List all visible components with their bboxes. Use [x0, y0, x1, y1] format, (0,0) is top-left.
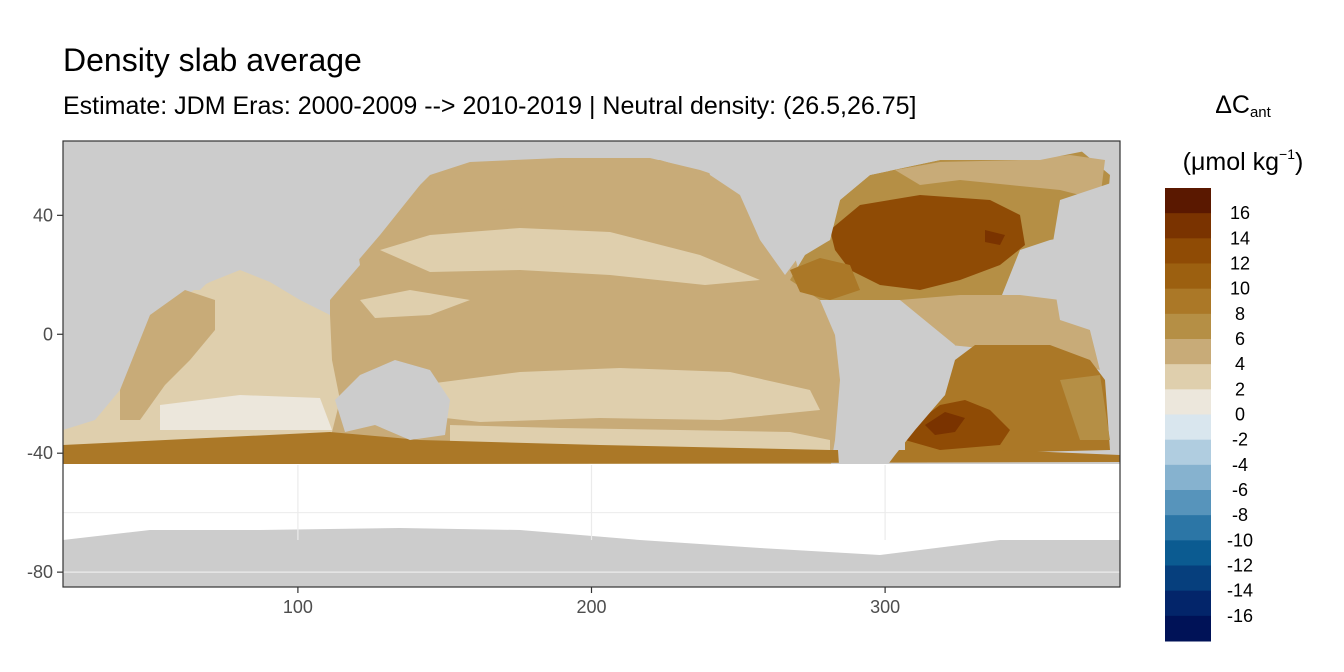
colorbar-label: -14	[1227, 581, 1253, 601]
y-tick-label: -40	[27, 443, 53, 463]
colorbar-label: -10	[1227, 530, 1253, 550]
australia	[335, 360, 450, 440]
south-atlantic-gyre-core	[925, 412, 965, 435]
legend-unit-sup: −1	[1279, 146, 1295, 162]
north-pacific-pale-2	[360, 290, 470, 318]
colorbar-swatch	[1165, 238, 1211, 264]
colorbar-swatch	[1165, 288, 1211, 315]
colorbar-label: 2	[1235, 379, 1245, 399]
colorbar-label: 10	[1230, 279, 1250, 299]
x-tick-label: 300	[870, 597, 900, 617]
colorbar-swatch	[1165, 188, 1211, 214]
north-pacific-pale	[380, 228, 760, 285]
colorbar-swatch	[1165, 590, 1211, 617]
colorbar-label: -16	[1227, 606, 1253, 626]
colorbar-label: -12	[1227, 556, 1253, 576]
europe	[1050, 180, 1120, 380]
colorbar-swatch	[1165, 464, 1211, 491]
north-america	[700, 141, 1100, 275]
colorbar-label: 16	[1230, 203, 1250, 223]
colorbar: 16 14 12 10 8 6 4 2 0 -2 -4 -6 -8 -10 -12 -14 -16	[1165, 188, 1253, 642]
colorbar-swatch	[1165, 213, 1211, 239]
colorbar-swatch	[1165, 414, 1211, 441]
legend-title-unit: (μmol kg−1)	[1158, 134, 1328, 182]
colorbar-swatch	[1165, 540, 1211, 566]
colorbar-swatch	[1165, 389, 1211, 415]
south-atlantic-east	[1060, 375, 1110, 440]
south-pacific-pale	[420, 368, 820, 422]
colorbar-label: -2	[1232, 430, 1248, 450]
colorbar-swatch	[1165, 515, 1211, 541]
africa	[63, 141, 150, 380]
colorbar-swatch	[1165, 364, 1211, 390]
legend-title: ΔCant (μmol kg−1)	[1158, 88, 1328, 182]
north-atlantic-gyre-core	[985, 230, 1005, 245]
north-atlantic-gyre	[830, 195, 1025, 290]
plot-subtitle: Estimate: JDM Eras: 2000-2009 --> 2010-2…	[63, 92, 917, 120]
y-tick-label: 0	[43, 324, 53, 344]
legend-unit-suffix: )	[1295, 148, 1304, 176]
gridlines	[63, 465, 1120, 573]
y-tick-label: 40	[33, 205, 53, 225]
colorbar-label: -6	[1232, 480, 1248, 500]
plot-title: Density slab average	[63, 42, 362, 78]
colorbar-label: 0	[1235, 405, 1245, 425]
colorbar-label: -8	[1232, 505, 1248, 525]
legend-title-variable: ΔCant	[1158, 88, 1328, 130]
asia	[150, 141, 420, 300]
colorbar-label: 12	[1230, 254, 1250, 274]
colorbar-swatch	[1165, 565, 1211, 592]
x-axis: 100 200 300	[283, 587, 900, 617]
colorbar-label: -4	[1232, 455, 1248, 475]
colorbar-swatch	[1165, 490, 1211, 516]
colorbar-label: 4	[1235, 354, 1245, 374]
indian-south-pale	[160, 395, 332, 430]
colorbar-label: 6	[1235, 329, 1245, 349]
x-tick-label: 200	[576, 597, 606, 617]
colorbar-swatch	[1165, 263, 1211, 290]
indian-ocean-west	[120, 290, 215, 420]
colorbar-swatch	[1165, 439, 1211, 466]
colorbar-label: 14	[1230, 228, 1250, 248]
y-axis: 40 0 -40 -80	[27, 205, 63, 582]
y-tick-label: -80	[27, 562, 53, 582]
legend-title-sub: ant	[1249, 104, 1271, 121]
colorbar-swatch	[1165, 339, 1211, 365]
legend-unit-prefix: (μmol kg	[1182, 148, 1280, 176]
colorbar-label: 8	[1235, 304, 1245, 324]
north-pacific-subpolar	[420, 160, 770, 215]
x-tick-label: 100	[283, 597, 313, 617]
legend-title-main: ΔC	[1215, 91, 1250, 119]
caribbean	[790, 258, 860, 300]
south-america	[835, 300, 955, 495]
north-atlantic-subpolar	[895, 155, 1105, 200]
colorbar-swatch	[1165, 313, 1211, 340]
colorbar-swatch	[1165, 615, 1211, 642]
